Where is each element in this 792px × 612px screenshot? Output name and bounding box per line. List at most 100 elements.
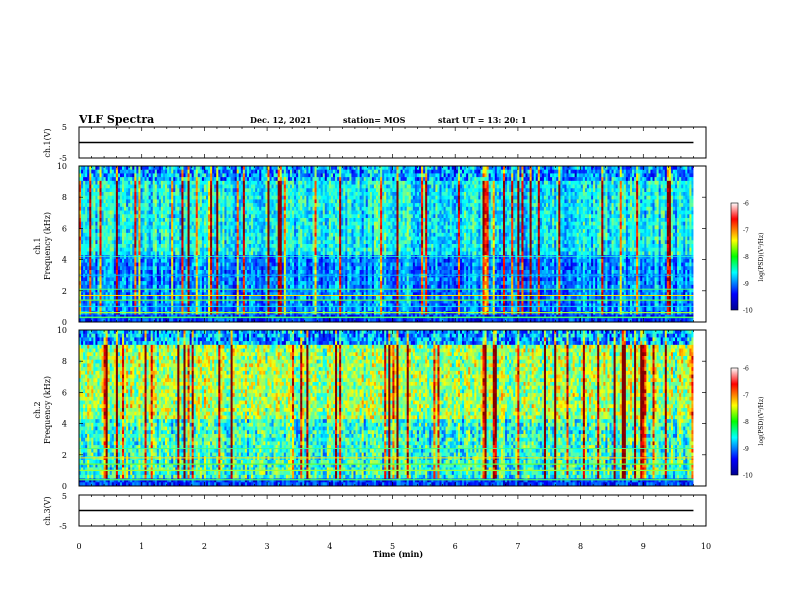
spectrogram-cell: [396, 214, 399, 219]
spectrogram-cell: [162, 221, 166, 226]
spectrogram-cell: [441, 180, 444, 185]
spectrogram-cell: [132, 225, 135, 230]
spectrogram-cell: [130, 192, 133, 197]
spectrogram-cell: [384, 214, 387, 219]
spectrogram-cell: [119, 225, 123, 230]
spectrogram-cell: [445, 177, 448, 182]
spectrogram-cell: [95, 173, 98, 178]
spectrogram-cell: [625, 169, 629, 174]
spectrogram-cell: [662, 218, 666, 223]
spectrogram-cell: [629, 214, 633, 219]
spectrogram-cell: [578, 214, 582, 219]
spectrogram-cell: [613, 206, 616, 211]
spectrogram-cell: [263, 177, 266, 182]
spectrogram-cell: [234, 221, 238, 226]
spectrogram-cell: [187, 225, 190, 230]
spectrogram-cell: [228, 180, 231, 185]
spectrogram-cell: [195, 169, 199, 174]
spectrogram-cell: [162, 218, 166, 223]
spectrogram-cell: [443, 210, 446, 215]
spectrogram-cell: [107, 210, 111, 215]
spectrogram-cell: [292, 221, 295, 226]
spectrogram-cell: [496, 180, 500, 185]
spectrogram-cell: [492, 199, 496, 204]
spectrogram-cell: [392, 184, 395, 189]
spectrogram-cell: [494, 173, 498, 178]
spectrogram-cell: [443, 199, 446, 204]
spectrogram-cell: [507, 203, 510, 208]
spectrogram-cell: [433, 218, 436, 223]
spectrogram-cell: [558, 195, 561, 200]
spectrogram-cell: [658, 166, 661, 171]
spectrogram-cell: [103, 206, 106, 211]
spectrogram-cell: [111, 206, 115, 211]
spectrogram-cell: [285, 195, 289, 200]
spectrogram-cell: [502, 210, 506, 215]
spectrogram-cell: [218, 203, 221, 208]
spectrogram-cell: [509, 184, 512, 189]
spectrogram-cell: [670, 203, 674, 208]
spectrogram-cell: [378, 210, 381, 215]
spectrogram-cell: [595, 195, 598, 200]
spectrogram-cell: [220, 214, 223, 219]
spectrogram-cell: [214, 199, 217, 204]
spectrogram-cell: [93, 169, 96, 174]
spectrogram-cell: [398, 180, 401, 185]
spectrogram-cell: [375, 173, 379, 178]
spectrogram-cell: [263, 203, 266, 208]
spectrogram-cell: [193, 180, 197, 185]
spectrogram-cell: [435, 184, 438, 189]
spectrogram-cell: [361, 192, 364, 197]
spectrogram-cell: [609, 203, 612, 208]
spectrogram-cell: [351, 192, 354, 197]
spectrogram-cell: [234, 166, 238, 171]
spectrogram-cell: [515, 218, 518, 223]
spectrogram-cell: [322, 184, 326, 189]
spectrogram-cell: [574, 169, 578, 174]
spectrogram-cell: [582, 166, 586, 171]
spectrogram-cell: [582, 188, 586, 193]
spectrogram-cell: [122, 199, 125, 204]
spectrogram-cell: [132, 184, 135, 189]
spectrogram-cell: [255, 210, 258, 215]
spectrogram-cell: [560, 195, 563, 200]
spectrogram-cell: [562, 169, 565, 174]
spectrogram-cell: [449, 221, 453, 226]
spectrogram-cell: [629, 199, 633, 204]
spectrogram-cell: [496, 166, 500, 171]
spectrogram-cell: [515, 221, 518, 226]
spectrogram-cell: [574, 221, 578, 226]
spectrogram-cell: [283, 188, 287, 193]
spectrogram-cell: [171, 169, 174, 174]
spectrogram-cell: [472, 214, 475, 219]
spectrogram-cell: [433, 199, 436, 204]
spectrogram-cell: [339, 203, 342, 208]
spectrogram-cell: [253, 214, 256, 219]
spectrogram-cell: [675, 210, 678, 215]
spectrogram-cell: [283, 203, 287, 208]
spectrogram-cell: [576, 221, 580, 226]
spectrogram-cell: [281, 188, 285, 193]
spectrogram-cell: [400, 192, 403, 197]
spectrogram-cell: [527, 184, 530, 189]
spectrogram-cell: [265, 177, 268, 182]
spectrogram-cell: [613, 166, 616, 171]
spectrogram-cell: [519, 166, 522, 171]
spectrogram-cell: [99, 184, 102, 189]
spectrogram-cell: [513, 166, 516, 171]
spectrogram-cell: [275, 166, 278, 171]
spectrogram-cell: [81, 166, 84, 171]
spectrogram-cell: [511, 203, 514, 208]
spectrogram-cell: [552, 192, 555, 197]
spectrogram-cell: [525, 169, 528, 174]
spectrogram-cell: [533, 195, 537, 200]
spectrogram-cell: [197, 173, 201, 178]
spectrogram-cell: [230, 214, 233, 219]
spectrogram-cell: [572, 221, 575, 226]
spectrogram-cell: [537, 166, 541, 171]
spectrogram-cell: [179, 203, 182, 208]
spectrogram-cell: [586, 203, 590, 208]
spectrogram-cell: [564, 221, 567, 226]
spectrogram-cell: [388, 218, 391, 223]
spectrogram-cell: [560, 221, 563, 226]
